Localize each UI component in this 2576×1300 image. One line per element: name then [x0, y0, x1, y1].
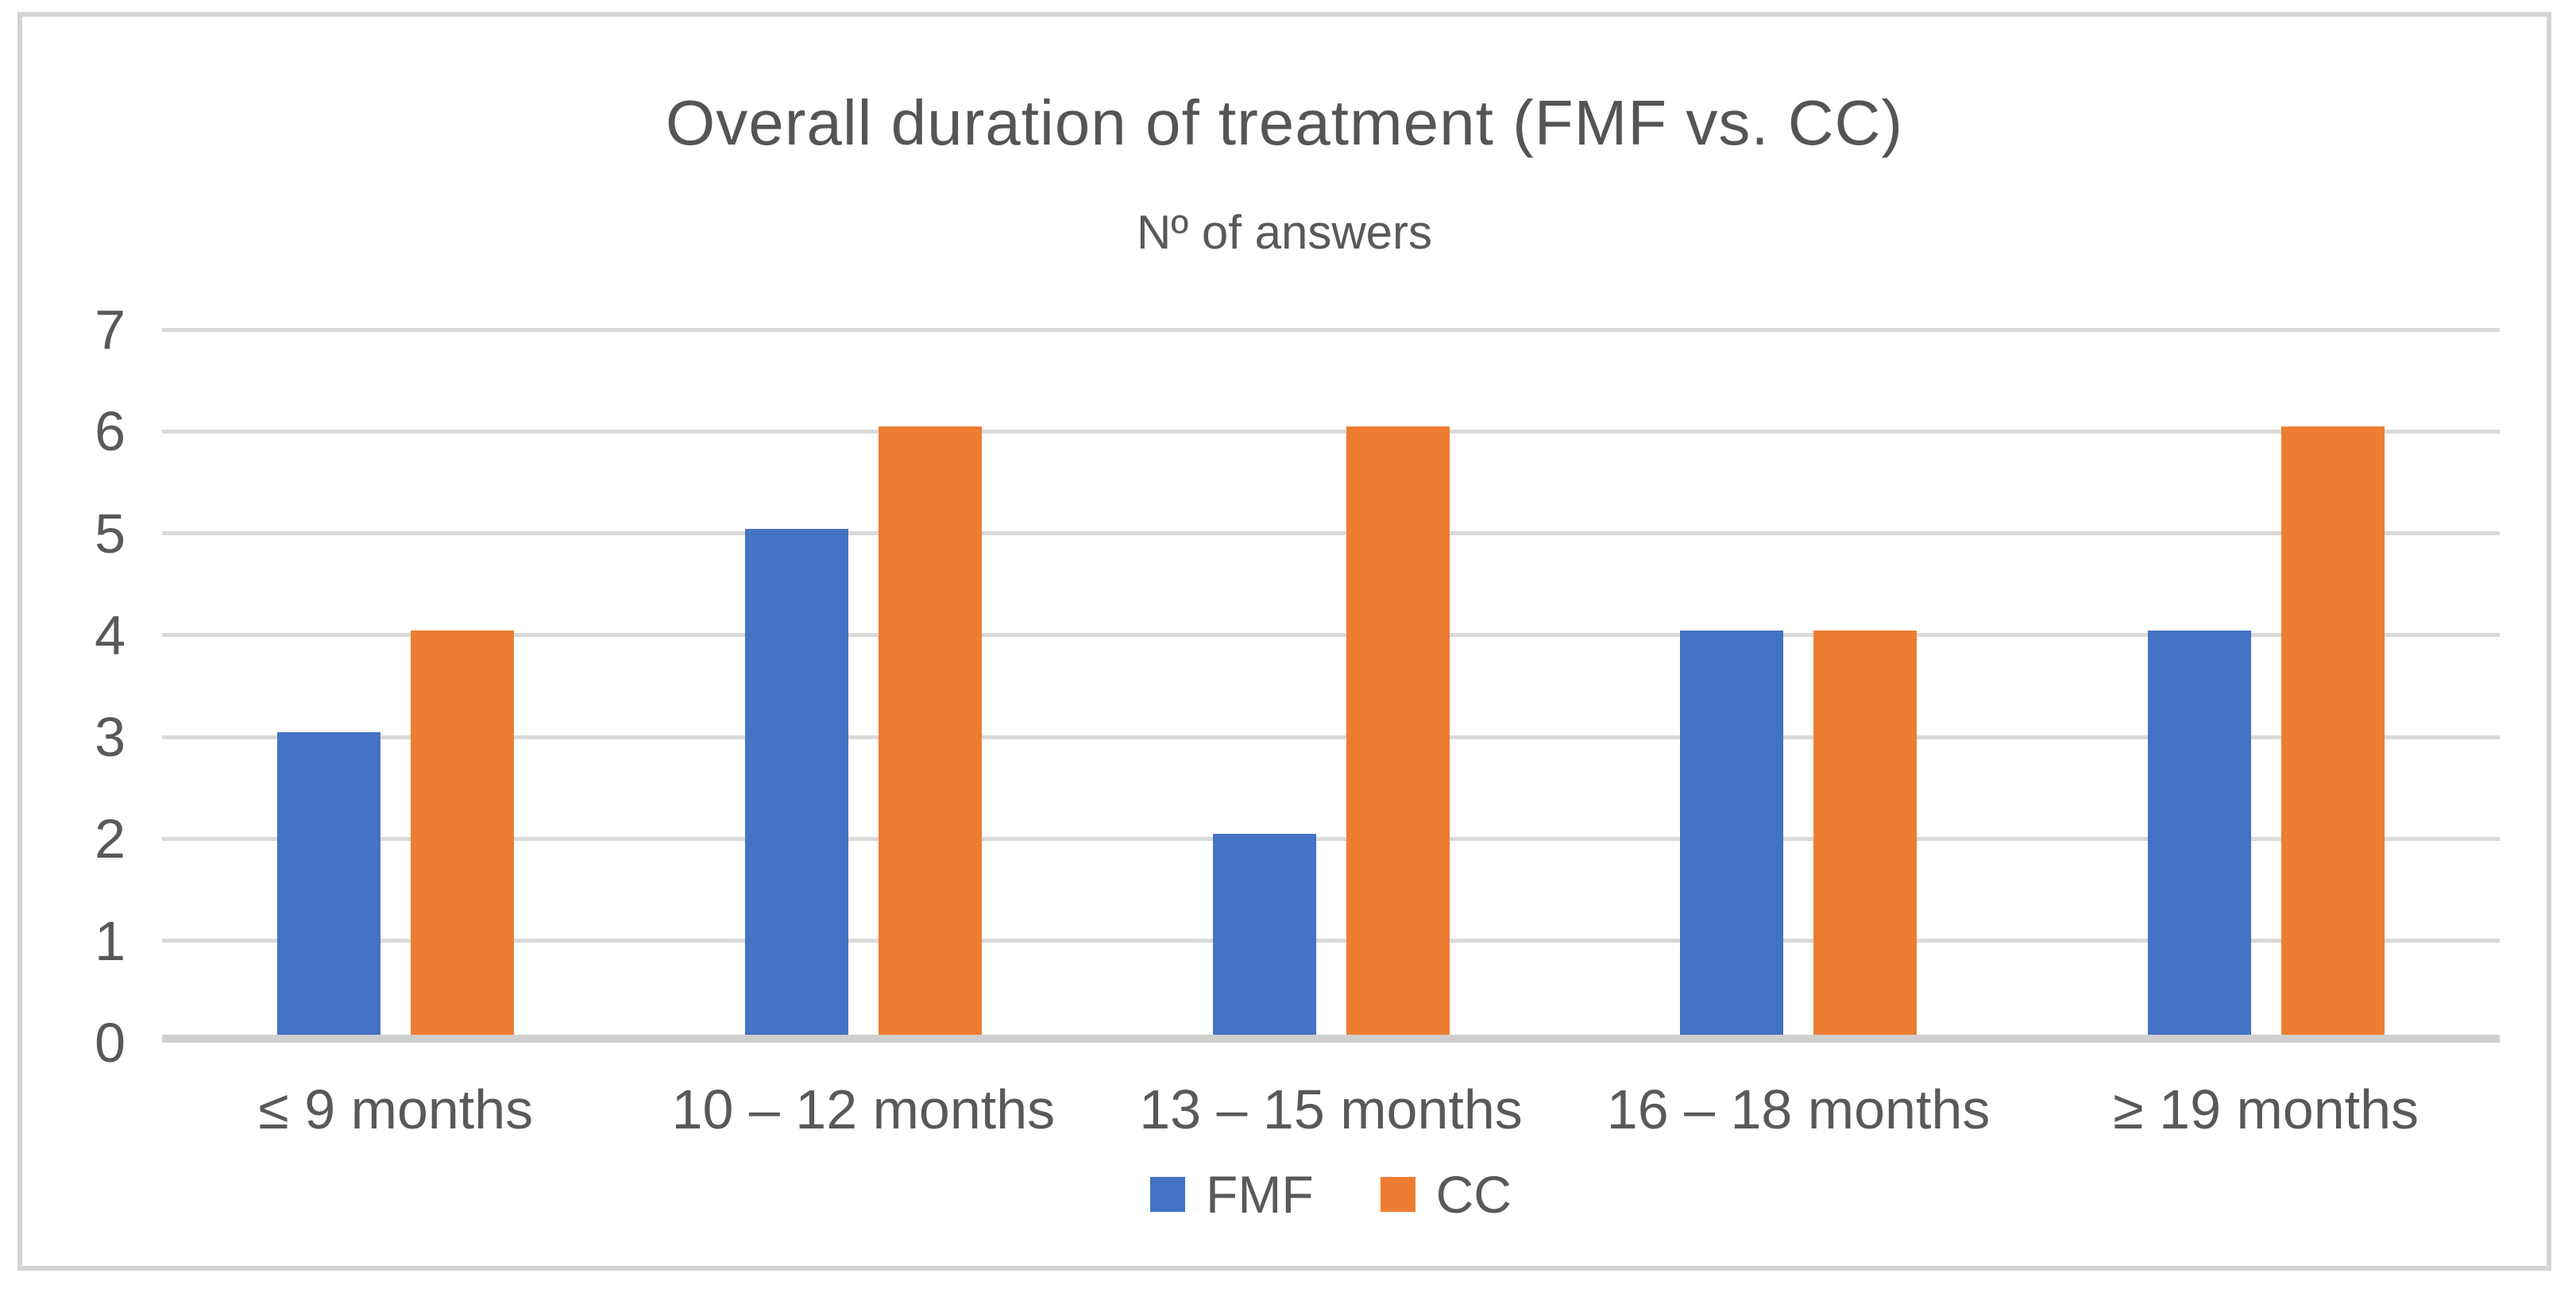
chart-title: Overall duration of treatment (FMF vs. C… [666, 87, 1903, 158]
x-axis-line [162, 1035, 2500, 1043]
gridline [162, 327, 2500, 332]
legend-label: CC [1435, 1165, 1512, 1224]
x-tick-label: 10 – 12 months [671, 1078, 1056, 1140]
legend-marker-cc [1380, 1177, 1415, 1212]
x-axis-labels: ≤ 9 months 10 – 12 months 13 – 15 months 16… [162, 1078, 2500, 1141]
bar-cc [1346, 426, 1450, 1038]
gridline [162, 735, 2500, 739]
bar-fmf [1212, 834, 1316, 1038]
y-tick-label: 2 [95, 808, 126, 870]
y-tick-label: 6 [95, 400, 126, 463]
y-tick-label: 0 [95, 1012, 126, 1074]
x-tick-label: ≤ 9 months [258, 1078, 534, 1140]
x-tick-label: ≥ 19 months [2113, 1078, 2420, 1140]
legend-marker-fmf [1150, 1177, 1186, 1212]
legend-label: FMF [1206, 1165, 1314, 1224]
bar-cc [411, 631, 515, 1038]
gridline [162, 531, 2500, 536]
y-tick-label: 5 [95, 502, 126, 565]
bar-fmf [1680, 631, 1784, 1038]
bar-fmf [744, 529, 848, 1038]
legend: FMF CC [162, 1167, 2500, 1222]
bar-cc [2281, 426, 2385, 1038]
legend-item-fmf: FMF [1150, 1167, 1314, 1222]
bar-fmf [2147, 631, 2251, 1038]
y-tick-label: 1 [95, 909, 126, 972]
gridline [162, 633, 2500, 638]
y-tick-label: 3 [95, 706, 126, 769]
gridline [162, 429, 2500, 434]
bar-fmf [277, 732, 381, 1038]
gridline [162, 939, 2500, 943]
x-tick-label: 13 – 15 months [1139, 1078, 1523, 1140]
legend-item-cc: CC [1380, 1165, 1512, 1224]
chart-subtitle: Nº of answers [1136, 206, 1433, 259]
y-tick-label: 7 [95, 299, 126, 361]
bar-cc [878, 426, 982, 1038]
gridline [162, 836, 2500, 841]
x-tick-label: 16 – 18 months [1606, 1078, 1991, 1140]
y-tick-label: 4 [95, 604, 126, 666]
bar-cc [1813, 631, 1918, 1038]
chart-frame: Overall duration of treatment (FMF vs. C… [17, 12, 2551, 1271]
